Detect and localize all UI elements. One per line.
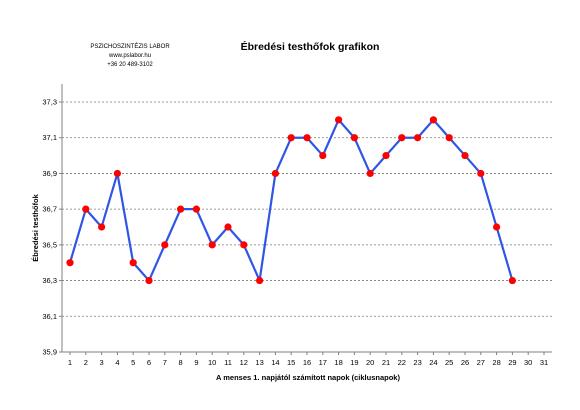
- data-point: [145, 276, 153, 285]
- data-point: [429, 116, 437, 124]
- x-tick-label: 14: [271, 358, 279, 367]
- x-tick-label: 18: [334, 358, 342, 367]
- x-tick-label: 4: [115, 358, 119, 367]
- data-point: [161, 241, 169, 249]
- y-tick-labels: 35,9 36,1 36,3 36,5 36,7 36,9 37,1 37,3: [42, 98, 57, 357]
- data-point: [350, 134, 358, 142]
- series-line: [68, 118, 514, 282]
- y-tick-label: 36,5: [42, 240, 57, 249]
- series: [66, 116, 516, 285]
- x-tick-label: 9: [194, 358, 198, 367]
- data-point: [113, 169, 121, 178]
- data-point: [224, 223, 232, 231]
- y-tick-label: 36,9: [42, 169, 57, 178]
- y-tick-label: 37,1: [42, 133, 57, 142]
- lab-info: PSZICHOSZINTÉZIS LABOR www.pslabor.hu +3…: [90, 43, 170, 68]
- data-point: [98, 223, 106, 231]
- data-point: [461, 151, 469, 160]
- x-axis-title: A menses 1. napjától számított napok (ci…: [216, 373, 400, 382]
- x-tick-label: 10: [208, 358, 216, 367]
- x-tick-label: 25: [445, 358, 453, 367]
- data-point: [287, 134, 295, 142]
- data-point: [66, 259, 74, 267]
- data-point: [208, 241, 216, 249]
- y-tick-label: 36,7: [42, 205, 57, 214]
- data-point: [445, 134, 453, 142]
- x-tick-label: 1: [68, 358, 72, 367]
- data-point: [398, 134, 406, 142]
- lab-name: PSZICHOSZINTÉZIS LABOR: [90, 43, 170, 50]
- x-tick-label: 22: [398, 358, 406, 367]
- x-tick-label: 13: [255, 358, 263, 367]
- lab-phone: +36 20 489-3102: [107, 62, 153, 68]
- lab-website: www.pslabor.hu: [108, 53, 151, 59]
- x-tick-label: 31: [540, 358, 548, 367]
- data-point: [319, 151, 327, 160]
- data-point: [508, 276, 516, 285]
- x-tick-label: 6: [147, 358, 151, 367]
- x-tick-label: 17: [319, 358, 327, 367]
- x-tick-label: 30: [524, 358, 532, 367]
- x-tick-label: 16: [303, 358, 311, 367]
- data-point: [477, 169, 485, 178]
- data-point: [414, 134, 422, 142]
- x-tick-label: 20: [366, 358, 374, 367]
- x-tick-label: 19: [350, 358, 358, 367]
- x-tick-label: 12: [240, 358, 248, 367]
- x-tick-label: 15: [287, 358, 295, 367]
- x-tick-label: 3: [100, 358, 104, 367]
- axes: [61, 84, 552, 353]
- data-point: [82, 205, 90, 213]
- y-axis-title: Ébredési testhőfok: [31, 193, 40, 261]
- x-tick-label: 2: [84, 358, 88, 367]
- data-point: [335, 116, 343, 124]
- y-tick-label: 37,3: [42, 98, 57, 107]
- x-tick-label: 7: [163, 358, 167, 367]
- grid: [59, 101, 552, 353]
- y-tick-label: 36,1: [42, 312, 57, 321]
- x-tick-label: 27: [477, 358, 485, 367]
- x-tick-label: 5: [131, 358, 135, 367]
- data-point: [271, 169, 279, 178]
- data-point: [366, 169, 374, 178]
- x-tick-label: 21: [382, 358, 390, 367]
- x-tick-label: 29: [508, 358, 516, 367]
- x-tick-labels: 1 2 3 4 5 6 7 8 9 10 11 12 13 14 15 16 17 18 19 20 21 22 23 24 2…: [68, 352, 548, 367]
- y-tick-label: 35,9: [42, 348, 57, 357]
- chart-title: Ébredési testhőfok grafikon: [241, 40, 380, 53]
- x-tick-label: 23: [413, 358, 421, 367]
- x-tick-label: 24: [429, 358, 437, 367]
- data-point: [192, 205, 200, 213]
- data-point: [177, 205, 185, 213]
- data-point: [303, 134, 311, 142]
- data-point: [256, 276, 264, 285]
- x-tick-label: 28: [492, 358, 500, 367]
- y-tick-label: 36,3: [42, 276, 57, 285]
- data-point: [240, 241, 248, 249]
- data-point: [493, 223, 501, 231]
- x-tick-label: 8: [179, 358, 183, 367]
- data-point: [382, 151, 390, 160]
- x-tick-label: 26: [461, 358, 469, 367]
- data-point: [129, 259, 137, 267]
- x-tick-label: 11: [224, 358, 232, 367]
